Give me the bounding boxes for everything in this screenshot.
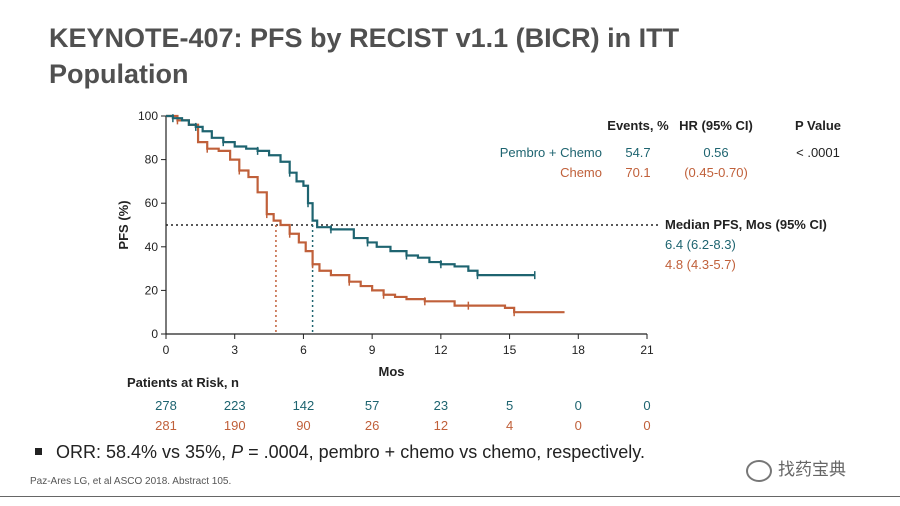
y-tick-label: 0 [151, 327, 158, 341]
watermark: 找药宝典 [746, 455, 846, 482]
x-tick-label: 12 [434, 343, 448, 357]
series-line-pembro [166, 114, 535, 277]
y-tick-label: 60 [145, 196, 159, 210]
x-tick-label: 18 [572, 343, 586, 357]
x-tick-label: 6 [300, 343, 307, 357]
at-risk-chemo: 0 [575, 418, 582, 433]
stats-row-label: Pembro + Chemo [500, 145, 602, 160]
bullet-square-icon [35, 447, 42, 455]
y-tick-label: 20 [145, 283, 159, 297]
x-axis-label: Mos [379, 364, 405, 379]
x-tick-label: 21 [640, 343, 654, 357]
x-tick-label: 9 [369, 343, 376, 357]
median-pfs-header: Median PFS, Mos (95% CI) [665, 217, 827, 232]
median-pfs-chemo: 4.8 (4.3-5.7) [665, 257, 736, 272]
at-risk-pembro: 223 [224, 398, 246, 413]
at-risk-chemo: 26 [365, 418, 379, 433]
orr-text-post: = .0004, pembro + chemo vs chemo, respec… [243, 442, 645, 462]
y-axis-label: PFS (%) [116, 200, 131, 249]
stats-events: 70.1 [625, 165, 650, 180]
at-risk-chemo: 90 [296, 418, 310, 433]
y-tick-label: 100 [138, 109, 158, 123]
stats-hr: (0.45-0.70) [684, 165, 748, 180]
at-risk-chemo: 190 [224, 418, 246, 433]
at-risk-pembro: 0 [575, 398, 582, 413]
at-risk-pembro: 0 [643, 398, 650, 413]
at-risk-chemo: 4 [506, 418, 513, 433]
orr-text-pre: ORR: 58.4% vs 35%, [56, 442, 232, 462]
at-risk-pembro: 5 [506, 398, 513, 413]
x-tick-label: 3 [231, 343, 238, 357]
at-risk-chemo: 0 [643, 418, 650, 433]
at-risk-pembro: 23 [434, 398, 448, 413]
orr-bullet: ORR: 58.4% vs 35%, P = .0004, pembro + c… [35, 442, 645, 463]
stats-row-label: Chemo [560, 165, 602, 180]
x-tick-label: 0 [163, 343, 170, 357]
stats-header: P Value [795, 118, 841, 133]
stats-hr: 0.56 [703, 145, 728, 160]
stats-header: HR (95% CI) [679, 118, 753, 133]
at-risk-chemo: 12 [434, 418, 448, 433]
at-risk-pembro: 278 [155, 398, 177, 413]
stats-events: 54.7 [625, 145, 650, 160]
at-risk-title: Patients at Risk, n [127, 375, 239, 390]
page-title: KEYNOTE-407: PFS by RECIST v1.1 (BICR) i… [49, 23, 680, 89]
median-pfs-pembro: 6.4 (6.2-8.3) [665, 237, 736, 252]
watermark-text: 找药宝典 [778, 460, 846, 479]
wechat-icon [746, 459, 772, 482]
at-risk-pembro: 142 [293, 398, 315, 413]
y-tick-label: 80 [145, 153, 159, 167]
y-tick-label: 40 [145, 240, 159, 254]
at-risk-chemo: 281 [155, 418, 177, 433]
footer-divider [0, 496, 900, 497]
orr-p-italic: P [231, 442, 244, 462]
x-tick-label: 15 [503, 343, 517, 357]
citation: Paz-Ares LG, et al ASCO 2018. Abstract 1… [30, 476, 232, 487]
stats-p-value: < .0001 [796, 145, 840, 160]
at-risk-pembro: 57 [365, 398, 379, 413]
stats-header: Events, % [607, 118, 669, 133]
series-line-chemo [166, 114, 565, 314]
